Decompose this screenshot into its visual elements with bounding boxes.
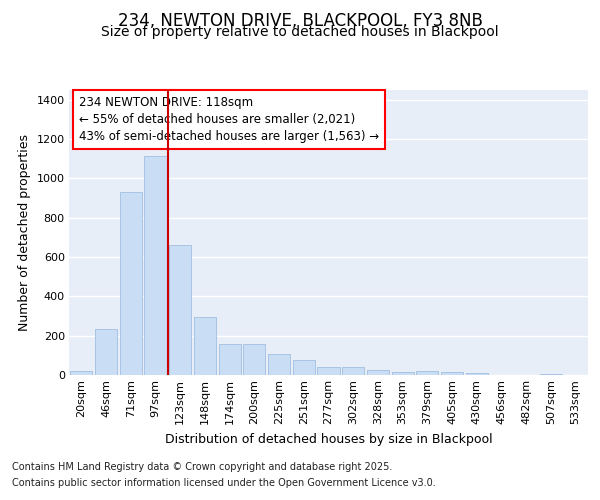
Bar: [293, 360, 315, 375]
Bar: [169, 246, 191, 375]
Bar: [317, 367, 340, 375]
Bar: [243, 344, 265, 375]
Bar: [416, 371, 439, 375]
Bar: [268, 354, 290, 375]
Bar: [194, 317, 216, 375]
Bar: [392, 372, 414, 375]
Text: Contains public sector information licensed under the Open Government Licence v3: Contains public sector information licen…: [12, 478, 436, 488]
Bar: [367, 370, 389, 375]
Bar: [95, 330, 117, 375]
Bar: [145, 156, 167, 375]
Text: 234 NEWTON DRIVE: 118sqm
← 55% of detached houses are smaller (2,021)
43% of sem: 234 NEWTON DRIVE: 118sqm ← 55% of detach…: [79, 96, 380, 142]
Bar: [540, 374, 562, 375]
Y-axis label: Number of detached properties: Number of detached properties: [18, 134, 31, 331]
Text: Size of property relative to detached houses in Blackpool: Size of property relative to detached ho…: [101, 25, 499, 39]
Bar: [119, 192, 142, 375]
Bar: [441, 372, 463, 375]
Bar: [466, 374, 488, 375]
Text: 234, NEWTON DRIVE, BLACKPOOL, FY3 8NB: 234, NEWTON DRIVE, BLACKPOOL, FY3 8NB: [118, 12, 482, 30]
X-axis label: Distribution of detached houses by size in Blackpool: Distribution of detached houses by size …: [164, 432, 493, 446]
Bar: [70, 372, 92, 375]
Text: Contains HM Land Registry data © Crown copyright and database right 2025.: Contains HM Land Registry data © Crown c…: [12, 462, 392, 472]
Bar: [342, 367, 364, 375]
Bar: [218, 344, 241, 375]
